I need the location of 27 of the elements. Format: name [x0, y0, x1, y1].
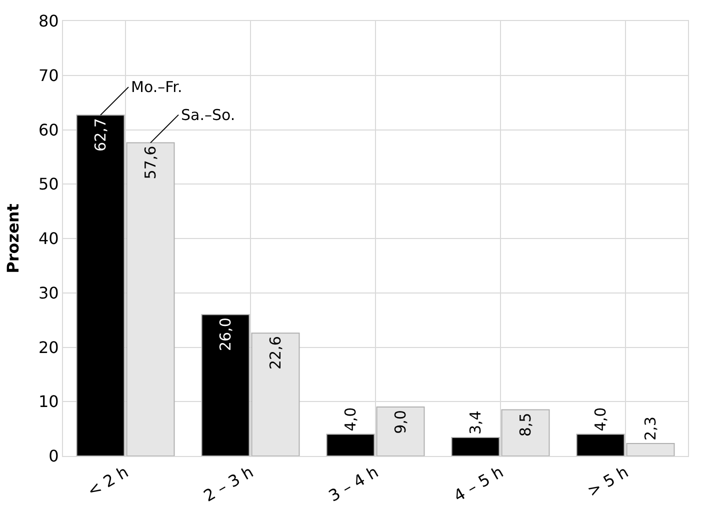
x-tick-label: 3 – 4 h [325, 462, 382, 506]
data-label: 22,6 [266, 336, 284, 370]
y-tick-label: 30 [38, 283, 59, 302]
y-tick-label: 10 [38, 392, 59, 412]
data-label: 57,6 [142, 146, 160, 180]
y-tick-label: 0 [48, 446, 59, 466]
data-label: 3,4 [466, 410, 484, 435]
series-label: Mo.–Fr. [131, 78, 182, 96]
y-tick-label: 60 [38, 120, 59, 140]
y-tick-label: 70 [38, 66, 59, 85]
data-label: 26,0 [216, 318, 234, 352]
y-axis-title: Prozent [3, 203, 22, 274]
series-label: Sa.–So. [181, 106, 236, 124]
data-label: 4,0 [342, 407, 360, 432]
data-label: 9,0 [392, 410, 410, 434]
data-label: 8,5 [516, 412, 534, 437]
y-tick-label: 50 [38, 174, 59, 194]
y-tick-label: 20 [38, 338, 59, 357]
y-tick-label: 80 [38, 12, 59, 31]
x-tick-label: 4 – 5 h [450, 462, 506, 506]
data-label: 2,3 [642, 416, 660, 440]
x-tick-label: 2 – 3 h [200, 462, 256, 506]
x-tick-label: < 2 h [84, 462, 132, 501]
x-tick-label: > 5 h [584, 462, 632, 501]
y-tick-label: 40 [38, 229, 59, 248]
data-label: 62,7 [92, 118, 110, 152]
data-label: 4,0 [592, 407, 610, 432]
